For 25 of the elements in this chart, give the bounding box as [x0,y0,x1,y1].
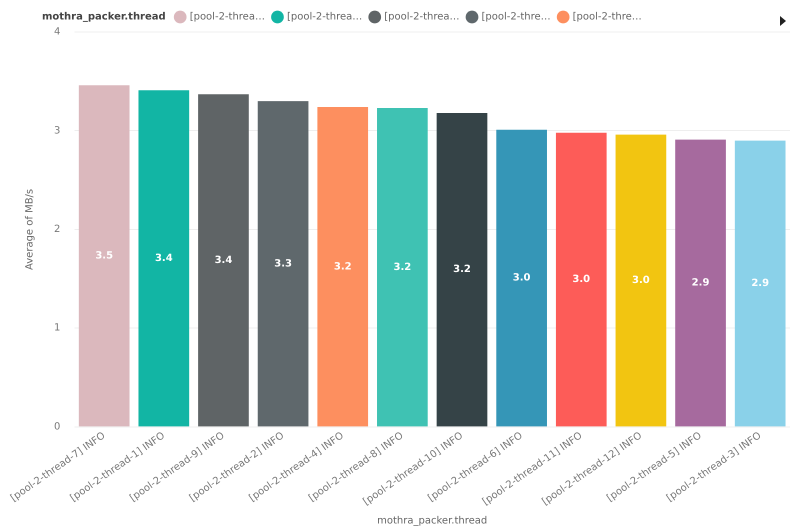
y-tick-label: 2 [54,224,60,236]
y-tick-label: 1 [54,322,60,334]
data-label: 3.4 [154,252,173,264]
y-tick-label: 0 [54,421,60,432]
data-label: 3.0 [632,275,650,286]
x-axis-title: mothra_packer.thread [377,516,488,527]
data-label: 3.3 [274,258,292,270]
legend-label: [pool-2-threa… [190,12,265,23]
y-tick-label: 3 [54,125,60,136]
data-label: 3.4 [214,254,232,266]
data-label: 2.9 [692,278,710,289]
data-label: 3.2 [394,262,412,273]
data-label: 3.0 [572,274,590,286]
data-label: 3.0 [512,272,531,284]
data-label: 2.9 [751,278,770,290]
legend-label: [pool-2-thre… [572,12,642,23]
data-label: 3.5 [95,250,114,262]
y-axis-title: Average of MB/s [24,188,36,270]
data-label: 3.2 [453,264,471,276]
data-label: 3.2 [334,261,352,272]
legend-label: [pool-2-threa… [384,12,460,23]
legend-label: [pool-2-threa… [286,12,362,23]
y-tick-label: 4 [54,26,60,38]
legend-title: mothra_packer.thread [42,12,166,23]
legend-label: [pool-2-thre… [482,12,551,23]
